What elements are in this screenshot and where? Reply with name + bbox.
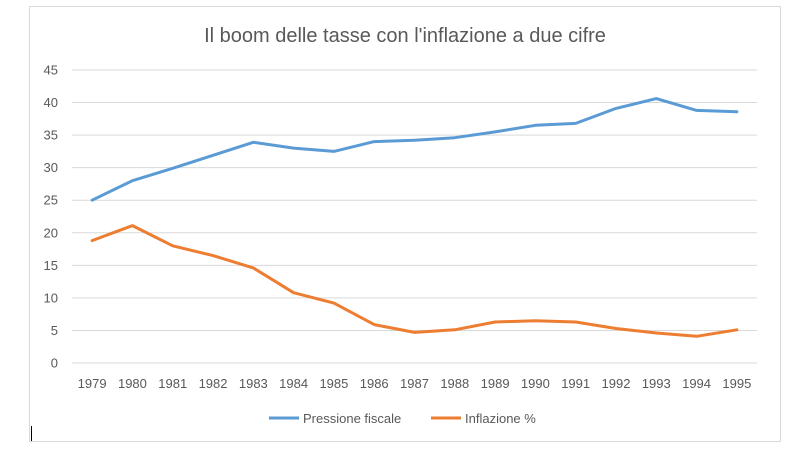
legend: Pressione fiscale Inflazione % [269, 411, 536, 426]
y-tick-label: 5 [51, 323, 58, 338]
x-tick-label: 1992 [602, 376, 631, 391]
x-tick-label: 1985 [319, 376, 348, 391]
x-tick-label: 1994 [682, 376, 711, 391]
y-tick-label: 15 [44, 258, 58, 273]
x-tick-label: 1995 [722, 376, 751, 391]
y-tick-label: 40 [44, 95, 58, 110]
series-line-pressione-fiscale [90, 97, 739, 202]
text-cursor [31, 426, 32, 441]
x-tick-label: 1981 [158, 376, 187, 391]
gridlines [72, 69, 757, 364]
y-tick-label: 10 [44, 290, 58, 305]
x-tick-label: 1984 [279, 376, 308, 391]
x-tick-label: 1986 [360, 376, 389, 391]
x-tick-label: 1982 [199, 376, 228, 391]
x-tick-label: 1989 [481, 376, 510, 391]
y-tick-label: 0 [51, 356, 58, 371]
chart-title: Il boom delle tasse con l'inflazione a d… [204, 25, 606, 47]
y-tick-label: 45 [44, 63, 58, 78]
legend-label: Pressione fiscale [303, 411, 401, 426]
series-lines [90, 97, 739, 338]
x-tick-label: 1987 [400, 376, 429, 391]
x-tick-label: 1983 [239, 376, 268, 391]
x-axis-ticks: 1979 1980 1981 1982 1983 1984 1985 1986 1987 1988… [78, 376, 752, 391]
legend-label: Inflazione % [465, 411, 536, 426]
chart-area [29, 6, 781, 442]
y-tick-label: 25 [44, 193, 58, 208]
x-tick-label: 1990 [521, 376, 550, 391]
x-tick-label: 1991 [561, 376, 590, 391]
x-tick-label: 1979 [78, 376, 107, 391]
y-tick-label: 35 [44, 128, 58, 143]
x-tick-label: 1980 [118, 376, 147, 391]
y-tick-label: 20 [44, 225, 58, 240]
x-tick-label: 1993 [642, 376, 671, 391]
x-tick-label: 1988 [440, 376, 469, 391]
series-line-inflazione [90, 224, 739, 338]
y-axis-ticks: 0 5 10 15 20 25 30 35 40 45 [44, 63, 58, 371]
y-tick-label: 30 [44, 160, 58, 175]
